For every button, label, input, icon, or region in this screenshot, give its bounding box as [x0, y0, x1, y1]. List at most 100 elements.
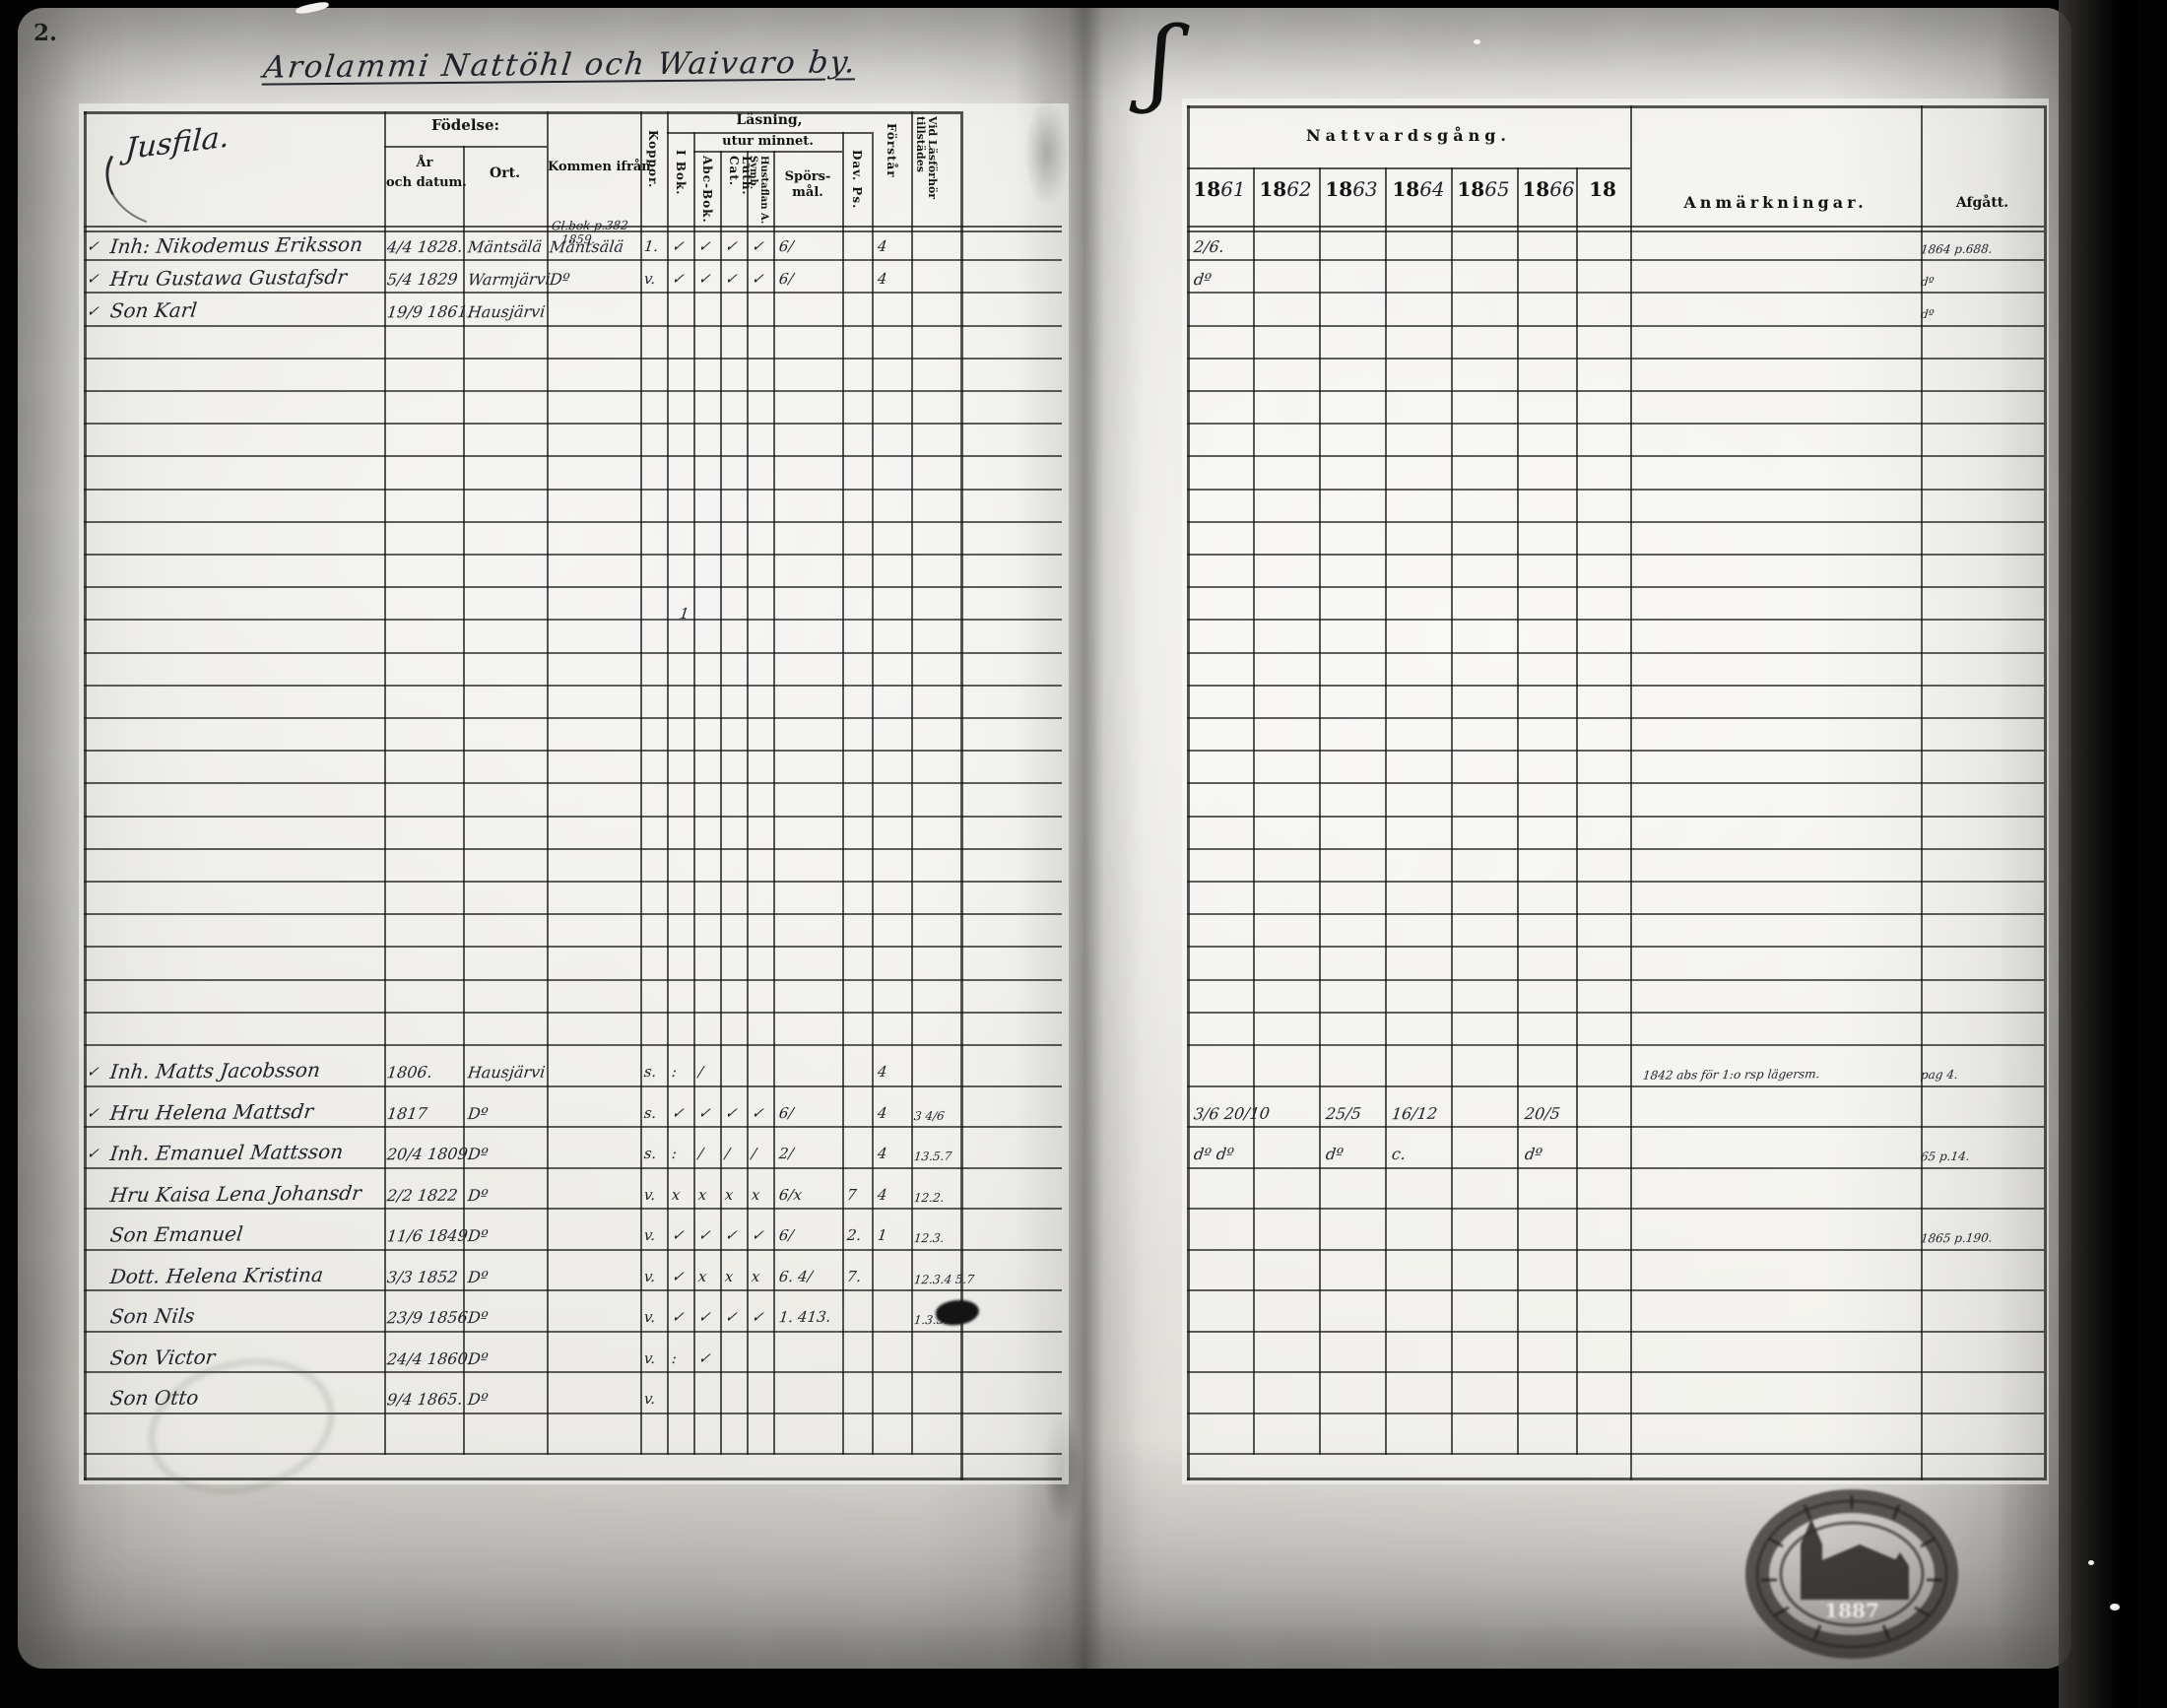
record-cell-abc: ✓ [696, 236, 712, 256]
record-cell-margin: ✓ [85, 301, 100, 321]
record-cell-koppor: v. [642, 269, 657, 289]
record-cell-y1861: dº dº [1192, 1144, 1235, 1164]
grid-line [1187, 750, 2044, 753]
grid-line [747, 151, 749, 1455]
record-cell-koppor: v. [642, 1348, 657, 1368]
grid-line [1187, 1289, 2044, 1291]
record-cell-born: 3/3 1852 [385, 1267, 459, 1287]
grid-line [1187, 978, 2044, 981]
record-cell-y1863: 25/5 [1324, 1103, 1363, 1124]
record-cell-born: 5/4 1829 [385, 269, 459, 290]
grid-line [1187, 619, 2044, 622]
grid-line [84, 520, 1062, 523]
col-header-abc-bok: Abc-Bok. [700, 156, 714, 224]
record-cell-ort: Dº [466, 1144, 490, 1164]
dust-speck [1474, 39, 1480, 44]
record-cell-name: Dott. Helena Kristina [108, 1263, 325, 1288]
record-cell-spors: 2/ [777, 1144, 795, 1163]
grid-line [1187, 1126, 2044, 1128]
grid-line [84, 111, 960, 114]
record-cell-born: 11/6 1849 [385, 1225, 469, 1246]
grid-line [1187, 1412, 2044, 1414]
year-handwritten: 61 [1220, 177, 1246, 201]
record-cell-y1864: 16/12 [1390, 1103, 1439, 1124]
record-cell-luth: ✓ [723, 269, 739, 289]
col-header-lasning: Läsning, [736, 112, 803, 128]
col-header-sporsmal: Spörs-mål. [784, 169, 831, 200]
col-header-hustaflan-symb: Hustaflan A. Symb. [748, 156, 769, 225]
grid-line [1187, 357, 2044, 360]
grid-line [1187, 881, 2044, 883]
record-cell-y1863: dº [1324, 1144, 1345, 1164]
record-cell-koppor: s. [642, 1062, 658, 1082]
record-cell-ibok: ✓ [670, 1103, 686, 1123]
record-cell-ibok: ✓ [670, 1225, 686, 1245]
col-header-afgatt: Afgått. [1955, 195, 2009, 211]
record-cell-afgatt: 1865 p.190. [1920, 1230, 1994, 1246]
col-header-kommen-ifran: Kommen ifrån [548, 160, 651, 174]
record-cell-ort: Dº [466, 1267, 490, 1287]
grid-line [84, 881, 1062, 883]
grid-line [84, 847, 1062, 850]
right-table-background [1182, 99, 2049, 1484]
grid-line [463, 146, 465, 1455]
record-cell-born: 1806. [385, 1062, 433, 1083]
record-cell-ibok: ✓ [670, 236, 686, 256]
year-handwritten: 64 [1419, 177, 1445, 201]
grid-line [1187, 554, 2044, 556]
record-cell-forstar: 4 [876, 1103, 888, 1123]
grid-line [84, 292, 1062, 295]
col-header-dav-ps: Dav. Ps. [850, 150, 864, 210]
grid-line [84, 455, 1062, 458]
grid-line [1187, 1011, 2044, 1014]
year-handwritten: 62 [1286, 177, 1312, 201]
record-cell-ibok: ✓ [670, 1267, 686, 1286]
grid-line [84, 1044, 1062, 1046]
record-cell-name: Son Karl [108, 297, 199, 323]
record-cell-spors: 6/ [777, 236, 795, 256]
grid-line [1187, 1330, 2044, 1333]
grid-line [1187, 455, 2044, 458]
col-header-koppor: Koppor. [646, 130, 660, 189]
record-cell-anm: 1842 abs för 1:o rsp lägersm. [1642, 1067, 1821, 1083]
grid-line [1253, 167, 1255, 1455]
record-cell-koppor: 1. [642, 236, 660, 256]
record-cell-spors: 6. 4/ [777, 1267, 814, 1286]
year-printed: 18 [1457, 177, 1485, 201]
grid-line [84, 717, 1062, 719]
record-cell-koppor: v. [642, 1185, 657, 1205]
record-cell-margin: ✓ [85, 236, 100, 256]
record-cell-afgatt: dº [1920, 306, 1936, 322]
year-column-header: 1864 [1386, 177, 1451, 201]
record-cell-name: Hru Helena Mattsdr [108, 1099, 315, 1125]
record-cell-ort: Mäntsälä [466, 236, 544, 257]
grid-line [872, 132, 874, 1455]
grid-line [84, 782, 1062, 785]
year-column-header: 1863 [1319, 177, 1384, 201]
record-cell-davps: 7 [845, 1185, 858, 1205]
record-cell-y1864: c. [1390, 1144, 1408, 1164]
record-cell-born: 20/4 1809. [385, 1144, 474, 1164]
grid-line [84, 586, 1062, 589]
grid-line [84, 357, 1062, 360]
record-cell-afgatt: pag 4. [1920, 1067, 1959, 1083]
grid-line [1187, 390, 2044, 392]
grid-line [1921, 105, 1923, 1480]
grid-line [1187, 167, 1630, 169]
grid-line [1187, 1248, 2044, 1251]
record-cell-hust: ✓ [750, 1103, 765, 1123]
record-cell-ort: Dº [466, 1225, 490, 1246]
grid-line [1630, 105, 1632, 1480]
grid-line [1187, 651, 2044, 654]
grid-line [1187, 324, 2044, 327]
grid-line [1187, 1453, 2044, 1455]
record-cell-ort: Dº [466, 1389, 490, 1410]
record-cell-luth: ✓ [723, 236, 739, 256]
record-cell-ort: Dº [466, 1103, 490, 1124]
grid-line [1187, 684, 2044, 687]
grid-line [1187, 520, 2044, 523]
record-cell-ort: Dº [466, 1185, 490, 1206]
grid-line [693, 151, 842, 153]
grid-line [1187, 259, 2044, 262]
